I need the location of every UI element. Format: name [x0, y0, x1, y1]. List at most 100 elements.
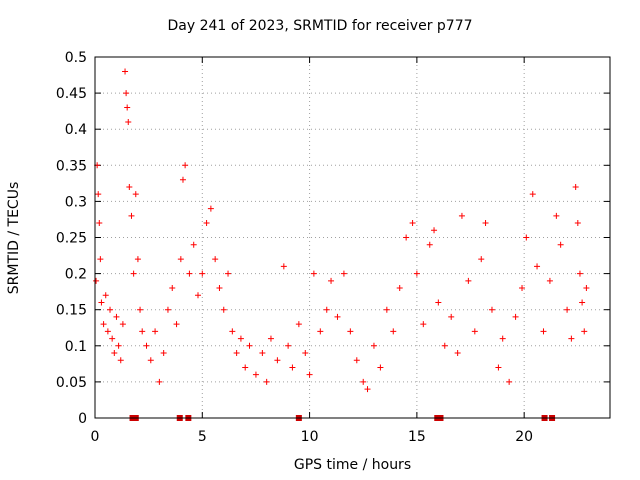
- y-tick-label: 0.4: [65, 122, 87, 138]
- y-tick-label: 0: [78, 411, 87, 427]
- data-point: [169, 285, 176, 292]
- data-point: [263, 378, 270, 385]
- data-point: [448, 313, 455, 320]
- data-point: [482, 220, 489, 227]
- data-point: [179, 176, 186, 183]
- data-point: [471, 328, 478, 335]
- data-point: [107, 306, 114, 313]
- data-point: [431, 227, 438, 234]
- data-point: [478, 256, 485, 263]
- data-point: [139, 328, 146, 335]
- data-point: [465, 277, 472, 284]
- data-point: [237, 335, 244, 342]
- data-point: [377, 364, 384, 371]
- data-point: [117, 357, 124, 364]
- data-point: [323, 306, 330, 313]
- data-point: [134, 256, 141, 263]
- data-point: [246, 342, 253, 349]
- data-point: [190, 241, 197, 248]
- data-point: [441, 342, 448, 349]
- data-point: [295, 321, 302, 328]
- grid-lines: [95, 57, 610, 418]
- data-point: [97, 256, 104, 263]
- data-point: [186, 270, 193, 277]
- data-point: [310, 270, 317, 277]
- data-point: [182, 162, 189, 169]
- data-point: [499, 335, 506, 342]
- data-point: [289, 364, 296, 371]
- data-point: [132, 191, 139, 198]
- data-point: [534, 263, 541, 270]
- data-point: [302, 350, 309, 357]
- data-point: [199, 270, 206, 277]
- plot-frame: [94, 56, 611, 419]
- x-axis-label: GPS time / hours: [293, 457, 412, 473]
- data-point: [574, 220, 581, 227]
- data-point: [143, 342, 150, 349]
- data-point: [495, 364, 502, 371]
- data-point: [164, 306, 171, 313]
- data-point: [519, 285, 526, 292]
- data-point: [353, 357, 360, 364]
- y-tick-label: 0.2: [65, 267, 87, 283]
- data-point: [130, 270, 137, 277]
- data-point: [152, 328, 159, 335]
- data-point: [280, 263, 287, 270]
- data-point: [177, 256, 184, 263]
- data-point: [137, 306, 144, 313]
- x-tick-label: 5: [198, 429, 207, 445]
- data-point: [506, 378, 513, 385]
- data-point: [207, 205, 214, 212]
- data-point: [252, 371, 259, 378]
- data-point: [328, 277, 335, 284]
- axis-ticks: 0 0.05 0.1 0.15 0.2 0.25 0.3 0.35 0.4 0.45 0.5 0 5 10…: [56, 50, 610, 445]
- y-axis-label: SRMTID / TECUs: [6, 181, 22, 295]
- data-point: [242, 364, 249, 371]
- data-point: [420, 321, 427, 328]
- data-point: [364, 386, 371, 393]
- data-point: [102, 292, 109, 299]
- data-point: [458, 212, 465, 219]
- data-point: [113, 313, 120, 320]
- y-tick-label: 0.25: [56, 231, 87, 247]
- data-point: [413, 270, 420, 277]
- data-point: [396, 285, 403, 292]
- data-point: [529, 191, 536, 198]
- data-point: [317, 328, 324, 335]
- data-point: [233, 350, 240, 357]
- data-point: [488, 306, 495, 313]
- data-point: [147, 357, 154, 364]
- data-point: [156, 378, 163, 385]
- data-point: [403, 234, 410, 241]
- data-point: [123, 90, 130, 97]
- data-point: [583, 285, 590, 292]
- data-point: [274, 357, 281, 364]
- data-point: [93, 277, 100, 284]
- y-tick-label: 0.3: [65, 194, 87, 210]
- data-point: [523, 234, 530, 241]
- data-point: [124, 104, 131, 111]
- data-point: [340, 270, 347, 277]
- data-point: [540, 328, 547, 335]
- data-point: [229, 328, 236, 335]
- data-point: [98, 299, 105, 306]
- data-point: [220, 306, 227, 313]
- data-point: [216, 285, 223, 292]
- data-point: [259, 350, 266, 357]
- data-point: [306, 371, 313, 378]
- y-tick-label: 0.5: [65, 50, 87, 66]
- y-tick-label: 0.15: [56, 303, 87, 319]
- y-tick-label: 0.1: [65, 339, 87, 355]
- data-point: [115, 342, 122, 349]
- data-point: [435, 299, 442, 306]
- data-point: [126, 183, 133, 190]
- data-point: [454, 350, 461, 357]
- data-point: [111, 350, 118, 357]
- data-point: [546, 277, 553, 284]
- data-point: [390, 328, 397, 335]
- data-point: [557, 241, 564, 248]
- data-point: [203, 220, 210, 227]
- data-point: [572, 183, 579, 190]
- chart-title: Day 241 of 2023, SRMTID for receiver p77…: [167, 18, 473, 34]
